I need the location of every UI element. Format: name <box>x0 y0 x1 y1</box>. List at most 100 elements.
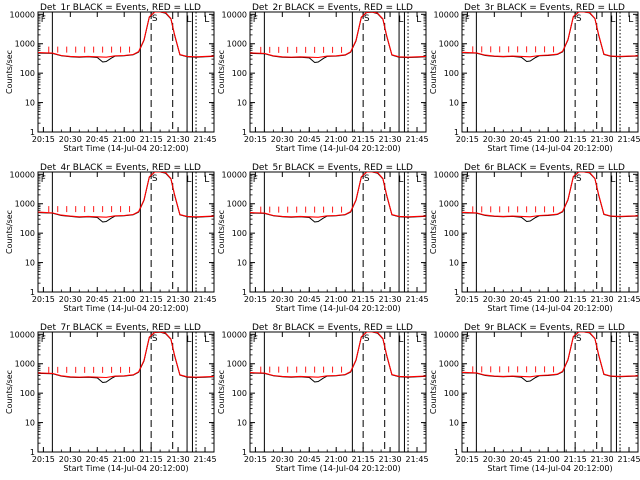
marker-letter-f: F <box>253 175 258 185</box>
y-tick-label: 10 <box>237 259 247 268</box>
marker-letter-l-2: L <box>416 175 421 185</box>
chart-title: Det_3r BLACK = Events, RED = LLD <box>464 3 625 13</box>
x-tick-label: 21:45 <box>405 135 428 144</box>
chart-panel-3: Det_3r BLACK = Events, RED = LLD 1 10 100 10… <box>429 3 640 153</box>
x-tick-label: 20:45 <box>298 135 321 144</box>
x-tick-label: 21:30 <box>167 455 190 464</box>
flare-marker-s: S <box>152 14 158 24</box>
y-tick-label: 1000 <box>439 360 459 369</box>
y-tick-label: 1 <box>30 288 35 297</box>
y-tick-label: 1 <box>242 288 247 297</box>
x-tick-label: 20:15 <box>32 135 55 144</box>
x-tick-label: 21:00 <box>325 135 348 144</box>
lld-series-line <box>250 172 426 218</box>
plot-frame <box>461 11 639 133</box>
flare-marker-s: S <box>576 14 582 24</box>
marker-letter-l: L <box>610 175 615 185</box>
marker-letter-l: L <box>398 335 403 345</box>
chart-title: Det_1r BLACK = Events, RED = LLD <box>40 3 201 13</box>
y-tick-label: 100 <box>232 229 247 238</box>
x-tick-label: 20:45 <box>510 455 533 464</box>
x-tick-label: 20:30 <box>59 455 82 464</box>
x-axis-label: Start Time (14-Jul-04 20:12:00) <box>487 464 612 473</box>
marker-letter-l-2: L <box>204 335 209 345</box>
y-tick-label: 10000 <box>434 170 459 179</box>
flare-marker-s: S <box>152 334 158 344</box>
x-tick-label: 20:15 <box>456 135 479 144</box>
y-tick-label: 100 <box>20 229 35 238</box>
x-tick-label: 21:30 <box>591 295 614 304</box>
flare-marker-s: S <box>152 174 158 184</box>
x-tick-label: 21:00 <box>113 455 136 464</box>
marker-letter-l: L <box>398 15 403 25</box>
x-tick-label: 21:15 <box>352 295 375 304</box>
y-axis-label: Counts/sec <box>429 210 438 254</box>
y-tick-label: 1 <box>30 448 35 457</box>
y-tick-label: 10 <box>237 99 247 108</box>
marker-letter-f: F <box>465 175 470 185</box>
lld-series-line <box>250 12 426 59</box>
y-tick-label: 1000 <box>439 200 459 209</box>
x-tick-label: 20:45 <box>86 135 109 144</box>
x-tick-label: 21:30 <box>167 295 190 304</box>
y-tick-label: 1000 <box>15 360 35 369</box>
y-tick-label: 100 <box>232 69 247 78</box>
marker-letter-l: L <box>398 175 403 185</box>
x-tick-label: 20:15 <box>32 455 55 464</box>
lld-series-line <box>38 172 214 218</box>
y-tick-label: 10 <box>237 419 247 428</box>
x-tick-label: 20:45 <box>510 295 533 304</box>
chart-panel-5: Det_5r BLACK = Events, RED = LLD 1 10 100 10… <box>217 163 429 313</box>
lld-series-line <box>38 12 214 58</box>
y-tick-label: 1 <box>30 128 35 137</box>
x-tick-label: 20:45 <box>298 295 321 304</box>
marker-letter-l: L <box>186 15 191 25</box>
y-tick-label: 1000 <box>15 200 35 209</box>
x-tick-label: 20:15 <box>244 295 267 304</box>
marker-letter-l: L <box>610 335 615 345</box>
y-tick-label: 1000 <box>439 40 459 49</box>
y-tick-label: 1 <box>454 448 459 457</box>
x-tick-label: 20:30 <box>271 295 294 304</box>
x-tick-label: 20:15 <box>456 455 479 464</box>
lld-series-line <box>38 332 214 379</box>
marker-letter-l-2: L <box>204 175 209 185</box>
plot-frame <box>37 171 215 293</box>
chart-title: Det_6r BLACK = Events, RED = LLD <box>464 163 625 173</box>
lld-series-line <box>462 12 638 58</box>
chart-title: Det_8r BLACK = Events, RED = LLD <box>252 323 413 333</box>
x-tick-label: 20:45 <box>298 455 321 464</box>
x-tick-label: 21:30 <box>167 135 190 144</box>
flare-marker-s: S <box>576 334 582 344</box>
plot-frame <box>249 171 427 293</box>
marker-letter-l-2: L <box>628 15 633 25</box>
plot-frame <box>249 11 427 133</box>
marker-letter-l-2: L <box>416 335 421 345</box>
x-axis-label: Start Time (14-Jul-04 20:12:00) <box>487 304 612 313</box>
y-tick-label: 10000 <box>222 170 247 179</box>
y-tick-label: 100 <box>444 69 459 78</box>
x-tick-label: 21:45 <box>193 135 216 144</box>
y-tick-label: 1 <box>454 288 459 297</box>
x-tick-label: 21:00 <box>537 135 560 144</box>
y-tick-label: 1 <box>454 128 459 137</box>
marker-letter-l-2: L <box>628 175 633 185</box>
x-tick-label: 21:45 <box>193 455 216 464</box>
y-tick-label: 10000 <box>10 170 35 179</box>
x-tick-label: 20:15 <box>456 295 479 304</box>
x-tick-label: 21:00 <box>113 135 136 144</box>
x-tick-label: 21:15 <box>564 455 587 464</box>
y-tick-label: 10 <box>449 99 459 108</box>
x-tick-label: 20:30 <box>483 455 506 464</box>
x-tick-label: 21:15 <box>564 295 587 304</box>
x-tick-label: 21:30 <box>591 455 614 464</box>
x-tick-label: 21:15 <box>140 455 163 464</box>
marker-letter-f: F <box>41 15 46 25</box>
lld-series-line <box>250 332 426 378</box>
plot-frame <box>461 331 639 453</box>
x-axis-label: Start Time (14-Jul-04 20:12:00) <box>63 144 188 153</box>
x-tick-label: 20:45 <box>86 295 109 304</box>
y-axis-label: Counts/sec <box>5 50 14 94</box>
y-tick-label: 10 <box>25 259 35 268</box>
